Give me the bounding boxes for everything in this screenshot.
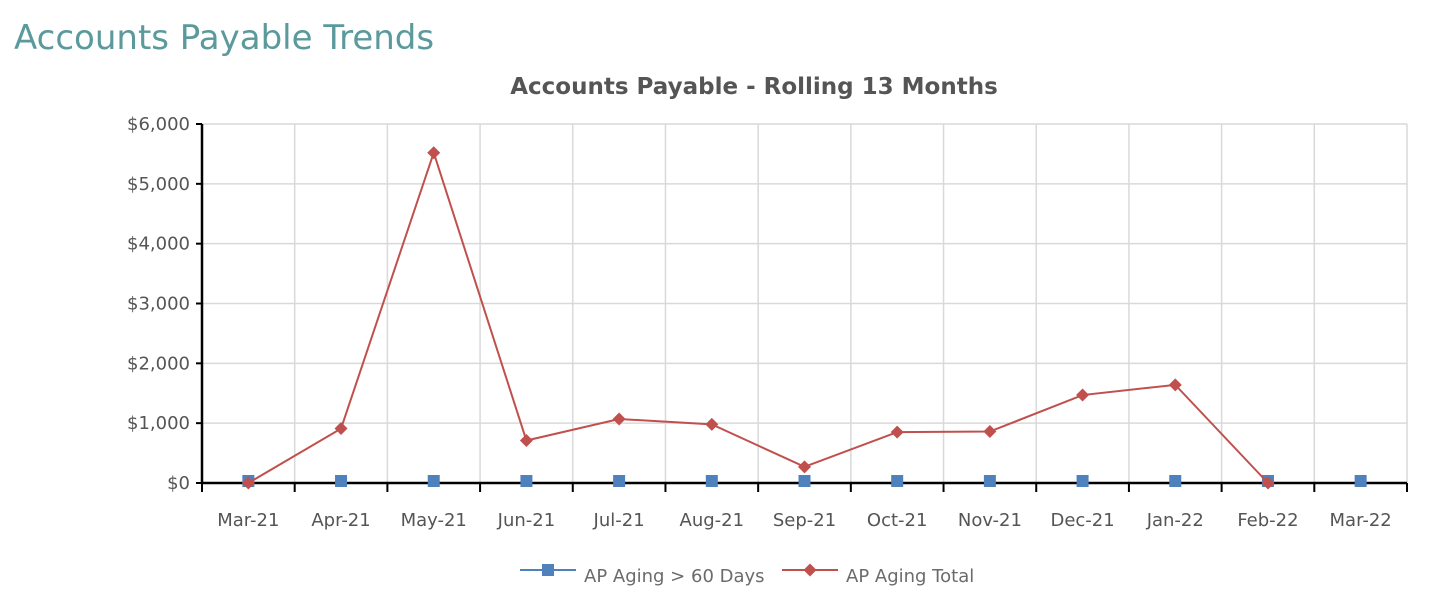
series-ap-aging-over-60: [242, 475, 1367, 487]
x-tick-label: Jun-21: [497, 510, 556, 531]
y-tick-label: $1,000: [127, 413, 190, 434]
axes: $0 $1,000 $2,000 $3,000 $4,000 $5,000 $6,000 Ma…: [127, 114, 1408, 531]
data-point[interactable]: [520, 475, 533, 487]
page-heading: Accounts Payable Trends: [14, 18, 435, 58]
data-point[interactable]: [798, 460, 811, 474]
y-tick-label: $4,000: [127, 234, 190, 255]
x-tick-label: Mar-22: [1330, 510, 1392, 531]
chart-title: Accounts Payable - Rolling 13 Months: [510, 74, 998, 100]
legend-item-ap-aging-total[interactable]: AP Aging Total: [782, 563, 974, 588]
x-tick-label: Apr-21: [311, 510, 370, 531]
data-point[interactable]: [1354, 475, 1367, 487]
data-point[interactable]: [335, 475, 348, 487]
data-point[interactable]: [705, 475, 718, 487]
legend-marker[interactable]: [803, 563, 817, 577]
legend-label: AP Aging Total: [846, 566, 974, 587]
legend[interactable]: AP Aging > 60 Days AP Aging Total: [520, 563, 974, 588]
data-point[interactable]: [1261, 476, 1275, 490]
x-tick-label: Sep-21: [773, 510, 836, 531]
y-tick-label: $5,000: [127, 174, 190, 195]
data-point[interactable]: [1076, 388, 1090, 402]
data-point[interactable]: [334, 422, 348, 436]
x-tick-label: Dec-21: [1050, 510, 1114, 531]
series: [241, 146, 1367, 490]
data-point[interactable]: [705, 417, 719, 431]
data-point[interactable]: [427, 475, 440, 487]
x-tick-label: Jul-21: [593, 510, 645, 531]
data-point[interactable]: [519, 434, 533, 448]
x-tick-label: Feb-22: [1237, 510, 1298, 531]
x-tick-label: Mar-21: [217, 510, 279, 531]
grid-lines: [202, 123, 1408, 483]
data-point[interactable]: [612, 412, 626, 426]
y-tick-label: $2,000: [127, 353, 190, 374]
legend-marker[interactable]: [542, 564, 554, 576]
data-point[interactable]: [983, 425, 997, 439]
y-tick-label: $0: [167, 473, 190, 494]
data-point[interactable]: [1169, 475, 1182, 487]
y-tick-label: $6,000: [127, 114, 190, 135]
x-tick-label: Oct-21: [867, 510, 928, 531]
legend-label: AP Aging > 60 Days: [584, 566, 765, 587]
x-tick-label: May-21: [401, 510, 467, 531]
data-point[interactable]: [1076, 475, 1089, 487]
legend-item-ap-aging-over-60[interactable]: AP Aging > 60 Days: [520, 564, 765, 587]
data-point[interactable]: [891, 475, 904, 487]
x-tick-label: Aug-21: [680, 510, 745, 531]
data-point[interactable]: [890, 425, 904, 439]
data-point[interactable]: [1168, 378, 1182, 392]
x-tick-label: Nov-21: [958, 510, 1022, 531]
x-tick-label: Jan-22: [1146, 510, 1204, 531]
data-point[interactable]: [241, 476, 255, 490]
data-point[interactable]: [798, 475, 811, 487]
series-line: [247, 149, 1269, 484]
y-tick-label: $3,000: [127, 294, 190, 315]
data-point[interactable]: [983, 475, 996, 487]
data-point[interactable]: [613, 475, 626, 487]
series-ap-aging-total: [241, 146, 1275, 490]
data-point[interactable]: [427, 146, 441, 160]
